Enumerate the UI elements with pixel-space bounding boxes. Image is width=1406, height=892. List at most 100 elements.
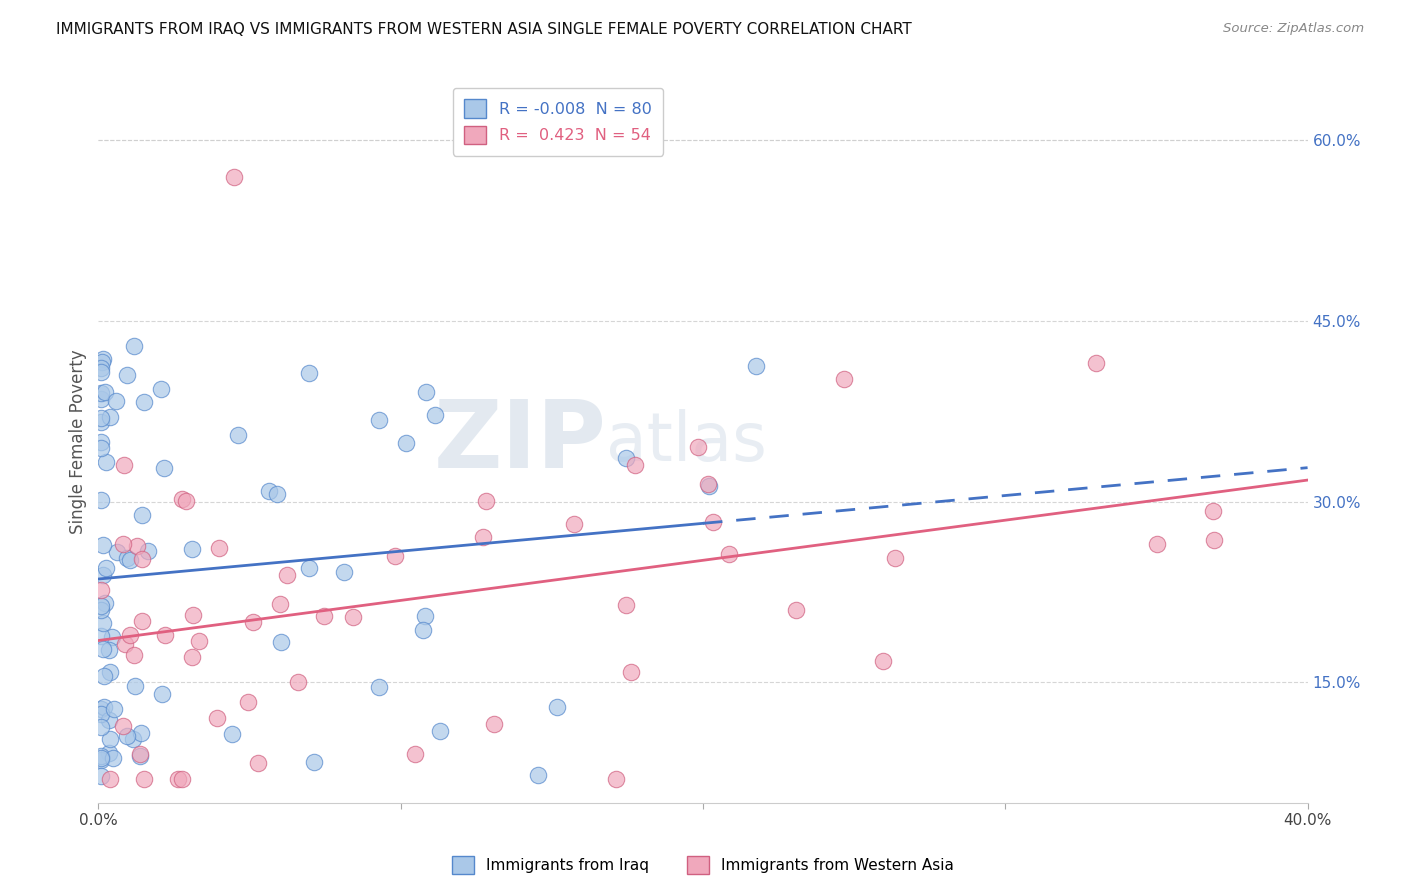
Point <box>188 634 211 648</box>
Point <box>181 541 204 556</box>
Point <box>270 634 292 648</box>
Point <box>103 751 125 765</box>
Point <box>425 408 447 422</box>
Point <box>91 616 114 631</box>
Point <box>266 486 288 500</box>
Point <box>269 597 291 611</box>
Point <box>122 648 145 662</box>
Point <box>104 393 127 408</box>
Point <box>246 756 269 770</box>
Point <box>527 768 550 782</box>
Point <box>131 508 153 522</box>
Point <box>94 596 117 610</box>
Point <box>97 642 120 657</box>
Point <box>94 385 117 400</box>
Point <box>124 679 146 693</box>
Point <box>412 623 434 637</box>
Point <box>697 477 720 491</box>
Point <box>132 395 155 409</box>
Point <box>257 483 280 498</box>
Point <box>242 615 264 629</box>
Point <box>1146 537 1168 551</box>
Legend: Immigrants from Iraq, Immigrants from Western Asia: Immigrants from Iraq, Immigrants from We… <box>446 850 960 880</box>
Point <box>224 169 246 184</box>
Point <box>134 772 156 786</box>
Point <box>90 748 112 763</box>
Point <box>120 553 142 567</box>
Text: atlas: atlas <box>606 409 768 475</box>
Point <box>93 568 115 582</box>
Point <box>90 410 112 425</box>
Point <box>174 494 197 508</box>
Point <box>332 565 354 579</box>
Point <box>697 479 720 493</box>
Point <box>484 717 506 731</box>
Point <box>90 751 112 765</box>
Point <box>93 668 115 682</box>
Point <box>226 428 249 442</box>
Point <box>90 392 112 406</box>
Point <box>93 700 115 714</box>
Point <box>90 706 112 721</box>
Point <box>100 630 122 644</box>
Point <box>616 598 638 612</box>
Point <box>832 372 855 386</box>
Point <box>471 530 494 544</box>
Point <box>1202 504 1225 518</box>
Point <box>105 544 128 558</box>
Point <box>90 629 112 643</box>
Point <box>152 460 174 475</box>
Point <box>170 772 193 786</box>
Point <box>1202 533 1225 548</box>
Point <box>90 434 112 449</box>
Point <box>883 550 905 565</box>
Legend: R = -0.008  N = 80, R =  0.423  N = 54: R = -0.008 N = 80, R = 0.423 N = 54 <box>453 88 664 155</box>
Point <box>125 540 148 554</box>
Point <box>122 731 145 746</box>
Point <box>98 772 121 786</box>
Point <box>207 711 229 725</box>
Point <box>181 608 204 623</box>
Point <box>91 351 114 366</box>
Point <box>276 568 298 582</box>
Point <box>368 413 391 427</box>
Point <box>90 769 112 783</box>
Point <box>115 729 138 743</box>
Point <box>415 384 437 399</box>
Point <box>131 725 153 739</box>
Point <box>90 603 112 617</box>
Point <box>1085 356 1108 370</box>
Text: IMMIGRANTS FROM IRAQ VS IMMIGRANTS FROM WESTERN ASIA SINGLE FEMALE POVERTY CORRE: IMMIGRANTS FROM IRAQ VS IMMIGRANTS FROM … <box>56 22 912 37</box>
Point <box>94 561 117 575</box>
Point <box>614 450 637 465</box>
Point <box>98 746 121 760</box>
Point <box>872 654 894 668</box>
Point <box>368 680 391 694</box>
Point <box>180 650 202 665</box>
Point <box>128 747 150 761</box>
Point <box>98 409 121 424</box>
Point <box>342 610 364 624</box>
Point <box>131 614 153 628</box>
Point <box>166 772 188 786</box>
Point <box>221 727 243 741</box>
Point <box>475 494 498 508</box>
Point <box>91 538 114 552</box>
Point <box>90 355 112 369</box>
Point <box>546 699 568 714</box>
Point <box>384 549 406 563</box>
Point <box>298 561 321 575</box>
Point <box>150 382 173 396</box>
Point <box>785 603 807 617</box>
Point <box>208 541 231 555</box>
Point <box>150 687 173 701</box>
Point <box>302 755 325 769</box>
Point <box>90 365 112 379</box>
Point <box>97 713 120 727</box>
Point <box>90 386 112 401</box>
Point <box>90 492 112 507</box>
Point <box>136 544 159 558</box>
Text: Source: ZipAtlas.com: Source: ZipAtlas.com <box>1223 22 1364 36</box>
Point <box>90 415 112 429</box>
Point <box>236 695 259 709</box>
